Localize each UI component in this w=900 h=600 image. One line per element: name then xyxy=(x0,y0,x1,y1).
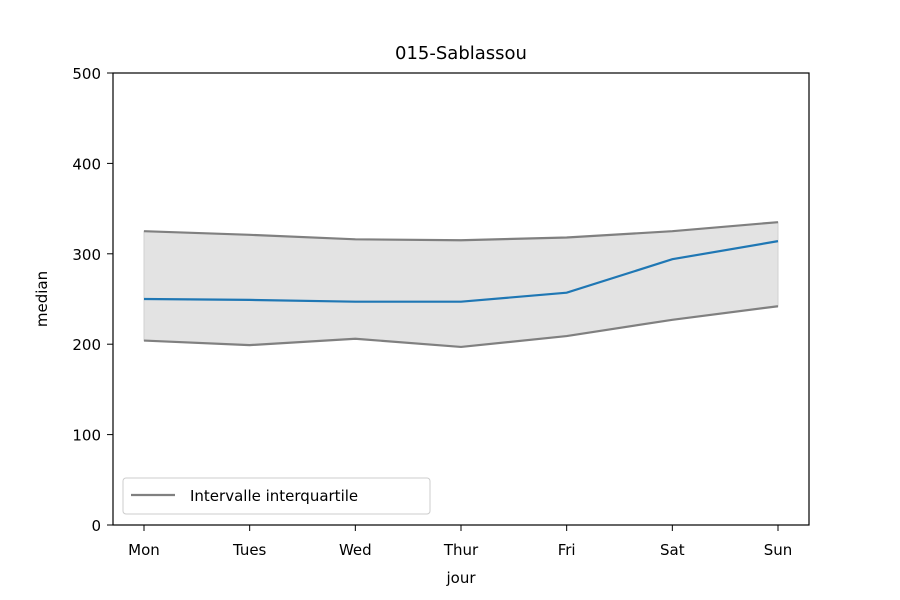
y-axis-title: median xyxy=(33,271,51,327)
q3-line xyxy=(143,221,779,242)
chart-title: 015-Sablassou xyxy=(395,43,527,64)
legend-label: Intervalle interquartile xyxy=(190,487,358,505)
y-tick-label: 200 xyxy=(72,336,101,354)
y-tick-label: 0 xyxy=(91,517,101,535)
x-axis-title: jour xyxy=(445,569,476,587)
x-tick-label: Sun xyxy=(764,541,793,559)
plot-area: Mon Tues Wed Thur Fri Sat Sun 0 100 200 300 400 500 xyxy=(72,65,810,559)
y-tick-label: 100 xyxy=(72,427,101,445)
x-tick-label: Fri xyxy=(558,541,576,559)
y-tick-label: 500 xyxy=(72,65,101,83)
y-axis-ticks: 0 100 200 300 400 500 xyxy=(72,65,113,535)
x-axis-ticks: Mon Tues Wed Thur Fri Sat Sun xyxy=(128,525,792,559)
x-tick-label: Thur xyxy=(443,541,479,559)
y-tick-label: 300 xyxy=(72,246,101,264)
q1-line xyxy=(143,305,779,349)
y-tick-label: 400 xyxy=(72,155,101,173)
legend-box xyxy=(122,477,431,515)
x-tick-label: Tues xyxy=(232,541,267,559)
x-tick-label: Mon xyxy=(128,541,160,559)
x-tick-label: Wed xyxy=(339,541,372,559)
legend: Intervalle interquartile xyxy=(122,477,431,515)
x-tick-label: Sat xyxy=(660,541,685,559)
median-line xyxy=(143,240,779,303)
